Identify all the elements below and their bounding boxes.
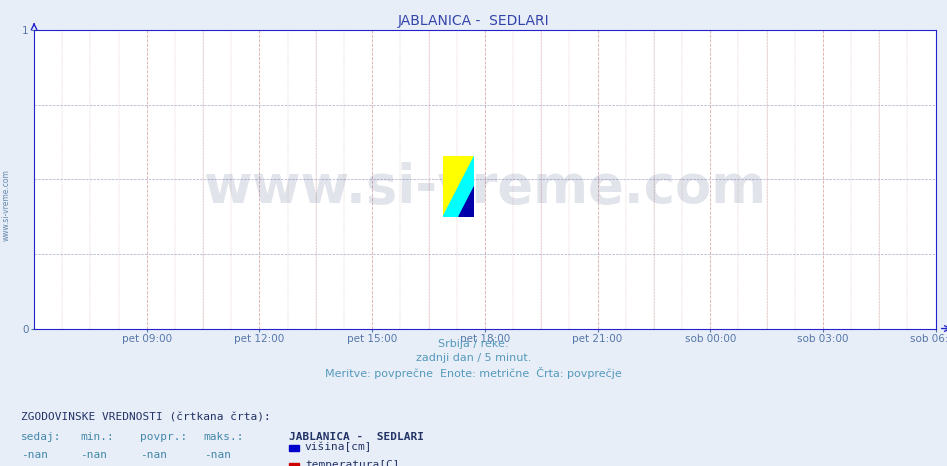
Text: JABLANICA -  SEDLARI: JABLANICA - SEDLARI [289,432,424,442]
Text: -nan: -nan [204,450,231,459]
Polygon shape [459,186,474,217]
Text: -nan: -nan [21,450,48,459]
Text: zadnji dan / 5 minut.: zadnji dan / 5 minut. [416,353,531,363]
Text: povpr.:: povpr.: [140,432,188,442]
Text: Meritve: povprečne  Enote: metrične  Črta: povprečje: Meritve: povprečne Enote: metrične Črta:… [325,367,622,379]
Text: maks.:: maks.: [204,432,244,442]
Text: Srbija / reke.: Srbija / reke. [438,339,509,349]
Text: ZGODOVINSKE VREDNOSTI (črtkana črta):: ZGODOVINSKE VREDNOSTI (črtkana črta): [21,412,271,422]
Text: www.si-vreme.com: www.si-vreme.com [204,162,766,214]
Polygon shape [443,156,474,217]
Text: JABLANICA -  SEDLARI: JABLANICA - SEDLARI [398,14,549,28]
Text: min.:: min.: [80,432,115,442]
Text: temperatura[C]: temperatura[C] [305,460,400,466]
Text: -nan: -nan [140,450,168,459]
Text: višina[cm]: višina[cm] [305,442,372,452]
Text: sedaj:: sedaj: [21,432,62,442]
Text: www.si-vreme.com: www.si-vreme.com [2,169,11,241]
Text: -nan: -nan [80,450,108,459]
Polygon shape [443,156,474,217]
